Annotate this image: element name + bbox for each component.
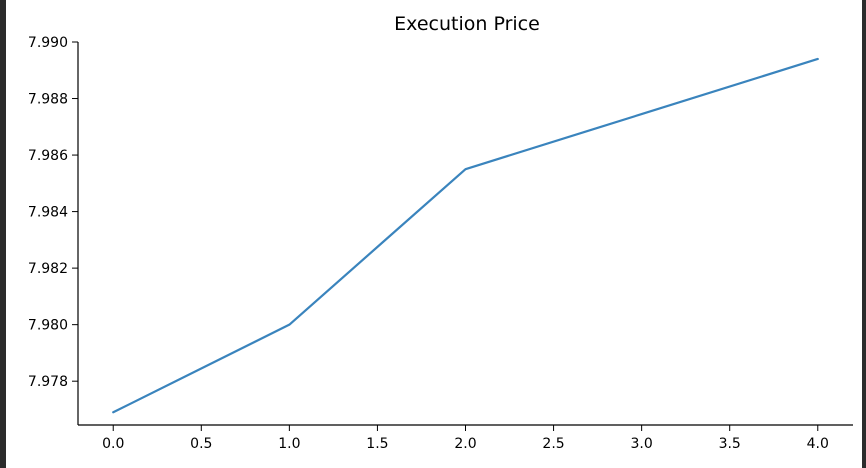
y-tick-label: 7.982 bbox=[28, 261, 68, 277]
plot-area bbox=[112, 57, 819, 414]
x-tick-label: 0.5 bbox=[190, 436, 212, 452]
x-tick-label: 2.0 bbox=[454, 436, 476, 452]
y-tick-label: 7.978 bbox=[28, 374, 68, 390]
x-tick-label: 0.0 bbox=[102, 436, 124, 452]
chart-title: Execution Price bbox=[394, 13, 540, 35]
y-tick-label: 7.986 bbox=[28, 148, 68, 164]
series-line bbox=[112, 57, 819, 414]
y-axis: 7.978 7.980 7.982 7.984 7.986 7.988 7.990 bbox=[28, 35, 79, 425]
x-tick-label: 3.5 bbox=[719, 436, 741, 452]
x-tick-label: 1.0 bbox=[278, 436, 300, 452]
y-tick-label: 7.988 bbox=[28, 92, 68, 108]
x-tick-label: 4.0 bbox=[807, 436, 829, 452]
x-axis: 0.0 0.5 1.0 1.5 2.0 2.5 3.0 3.5 4.0 bbox=[78, 424, 853, 452]
y-tick-label: 7.990 bbox=[28, 35, 68, 51]
figure-canvas bbox=[6, 0, 862, 468]
x-tick-label: 3.0 bbox=[631, 436, 653, 452]
x-tick-label: 2.5 bbox=[542, 436, 564, 452]
y-tick-label: 7.984 bbox=[28, 205, 68, 221]
y-tick-label: 7.980 bbox=[28, 318, 68, 334]
x-tick-label: 1.5 bbox=[366, 436, 388, 452]
